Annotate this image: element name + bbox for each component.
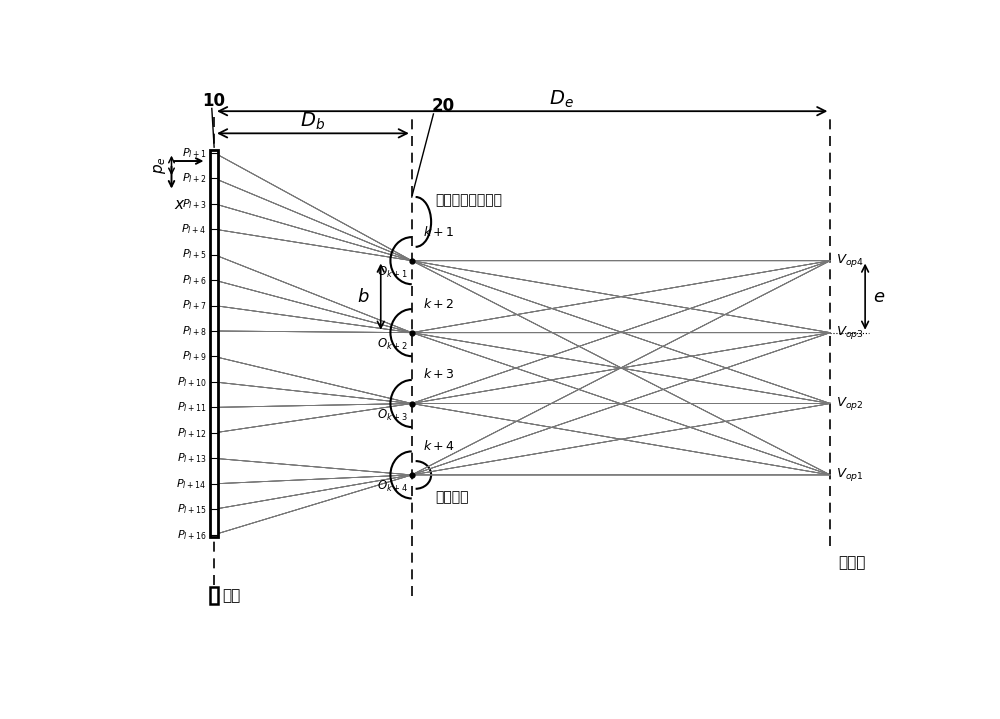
Text: $k+3$: $k+3$: [423, 367, 455, 381]
Text: $O_{k+3}$: $O_{k+3}$: [377, 408, 408, 423]
Text: $D_b$: $D_b$: [300, 111, 325, 132]
Text: $k+2$: $k+2$: [423, 296, 455, 311]
Text: $k+1$: $k+1$: [423, 224, 455, 239]
Text: $x$: $x$: [174, 197, 185, 212]
Text: 像素: 像素: [222, 588, 240, 603]
Text: $e$: $e$: [873, 288, 885, 306]
Text: $P_{l+4}$: $P_{l+4}$: [181, 222, 206, 236]
Text: $O_{k+1}$: $O_{k+1}$: [377, 265, 408, 280]
Text: $V_{op3}$: $V_{op3}$: [836, 324, 864, 341]
Text: 视区面: 视区面: [838, 555, 865, 570]
Text: $O_{k+4}$: $O_{k+4}$: [377, 480, 408, 495]
Text: $V_{op1}$: $V_{op1}$: [836, 467, 864, 483]
Text: $P_{l+11}$: $P_{l+11}$: [177, 400, 206, 414]
Text: 20: 20: [431, 97, 454, 115]
Bar: [210, 150, 218, 538]
Bar: [210, 587, 218, 604]
Text: $P_{l+15}$: $P_{l+15}$: [177, 503, 206, 516]
Text: $P_{l+3}$: $P_{l+3}$: [182, 197, 206, 211]
Text: $D_e$: $D_e$: [549, 88, 573, 110]
Text: $V_{op2}$: $V_{op2}$: [836, 395, 864, 412]
Text: $P_{l+10}$: $P_{l+10}$: [177, 375, 206, 389]
Text: $P_{l+5}$: $P_{l+5}$: [182, 247, 206, 262]
Text: $P_{l+8}$: $P_{l+8}$: [182, 324, 206, 338]
Text: 分光器件周期单元: 分光器件周期单元: [435, 193, 502, 207]
Text: $P_{l+6}$: $P_{l+6}$: [182, 273, 206, 287]
Text: $k+4$: $k+4$: [423, 439, 455, 453]
Text: $P_{l+12}$: $P_{l+12}$: [177, 426, 206, 440]
Text: 分光单元: 分光单元: [435, 490, 468, 504]
Text: $P_{l+1}$: $P_{l+1}$: [182, 146, 206, 160]
Text: $V_{op4}$: $V_{op4}$: [836, 252, 864, 269]
Text: $O_{k+2}$: $O_{k+2}$: [377, 337, 408, 352]
Text: $p_e$: $p_e$: [152, 157, 168, 174]
Text: $P_{l+9}$: $P_{l+9}$: [182, 349, 206, 363]
Text: $b$: $b$: [357, 288, 369, 306]
Text: $P_{l+2}$: $P_{l+2}$: [182, 171, 206, 185]
Text: $P_{l+7}$: $P_{l+7}$: [182, 298, 206, 313]
Text: $P_{l+14}$: $P_{l+14}$: [176, 477, 206, 490]
Text: $P_{l+13}$: $P_{l+13}$: [177, 452, 206, 465]
Text: $P_{l+16}$: $P_{l+16}$: [177, 528, 206, 541]
Text: 10: 10: [203, 91, 226, 110]
Text: $z$: $z$: [210, 154, 221, 168]
